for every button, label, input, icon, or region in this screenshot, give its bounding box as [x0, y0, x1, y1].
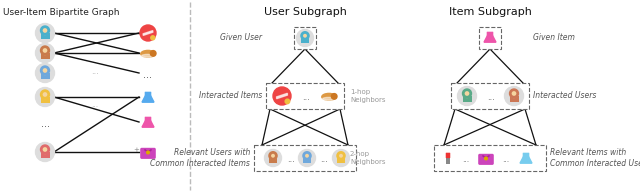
Ellipse shape [141, 54, 154, 57]
Polygon shape [142, 121, 154, 127]
Bar [294, 27, 316, 49]
Text: Relevant Items with
Common Interacted Users: Relevant Items with Common Interacted Us… [550, 148, 640, 168]
Circle shape [35, 64, 54, 83]
Circle shape [147, 151, 149, 154]
FancyBboxPatch shape [303, 158, 311, 163]
Circle shape [301, 33, 308, 39]
Ellipse shape [323, 97, 335, 100]
Text: ...: ... [143, 70, 152, 80]
Text: Relevant Users with
Common Interacted Items: Relevant Users with Common Interacted It… [150, 148, 250, 168]
Bar [266, 83, 344, 109]
Text: ...: ... [502, 155, 509, 164]
Circle shape [484, 157, 487, 160]
Circle shape [332, 94, 337, 99]
FancyBboxPatch shape [445, 153, 451, 158]
Text: +: + [133, 147, 139, 153]
Text: ...: ... [287, 155, 295, 164]
Circle shape [338, 153, 344, 159]
Text: 1-hop
Neighbors: 1-hop Neighbors [350, 89, 385, 103]
Bar [479, 27, 501, 49]
Circle shape [41, 146, 49, 154]
Circle shape [510, 90, 518, 98]
Text: User-Item Bipartite Graph: User-Item Bipartite Graph [3, 8, 120, 17]
Circle shape [35, 142, 54, 161]
FancyBboxPatch shape [509, 96, 518, 102]
Circle shape [151, 36, 155, 40]
Ellipse shape [141, 50, 155, 57]
Text: ...: ... [487, 93, 495, 102]
Text: ···: ··· [91, 70, 99, 79]
Text: Interacted Items: Interacted Items [199, 92, 262, 100]
Polygon shape [520, 157, 532, 163]
FancyBboxPatch shape [486, 32, 493, 37]
Text: Interacted Users: Interacted Users [533, 92, 596, 100]
Circle shape [35, 88, 54, 107]
Circle shape [298, 150, 316, 166]
FancyBboxPatch shape [145, 117, 151, 122]
FancyBboxPatch shape [269, 158, 277, 163]
FancyBboxPatch shape [478, 154, 494, 165]
Circle shape [264, 150, 282, 166]
Circle shape [41, 91, 49, 98]
Circle shape [303, 153, 310, 159]
Circle shape [35, 23, 54, 42]
Circle shape [150, 51, 156, 56]
Bar [451, 83, 529, 109]
Text: Given Item: Given Item [533, 33, 575, 42]
FancyBboxPatch shape [337, 158, 345, 163]
Text: User Subgraph: User Subgraph [264, 7, 346, 17]
FancyBboxPatch shape [463, 96, 472, 102]
FancyBboxPatch shape [40, 98, 49, 103]
Text: Given User: Given User [220, 33, 262, 42]
FancyBboxPatch shape [445, 157, 451, 164]
Circle shape [458, 87, 477, 105]
Circle shape [35, 44, 54, 63]
Bar [434, 145, 546, 171]
Circle shape [333, 150, 349, 166]
Circle shape [296, 30, 314, 46]
Circle shape [285, 99, 290, 104]
FancyBboxPatch shape [40, 152, 49, 158]
Polygon shape [276, 93, 287, 99]
Circle shape [140, 25, 156, 41]
Polygon shape [484, 36, 496, 42]
Circle shape [41, 47, 49, 55]
FancyBboxPatch shape [40, 74, 49, 79]
Text: Item Subgraph: Item Subgraph [449, 7, 531, 17]
Text: ...: ... [320, 155, 328, 164]
Text: ...: ... [40, 119, 49, 129]
Circle shape [41, 67, 49, 74]
Polygon shape [142, 96, 154, 102]
FancyBboxPatch shape [40, 33, 49, 39]
Text: ...: ... [463, 155, 470, 164]
Circle shape [273, 87, 291, 105]
FancyBboxPatch shape [523, 153, 529, 158]
Circle shape [463, 90, 471, 98]
Polygon shape [143, 31, 153, 35]
Text: 2-hop
Neighbors: 2-hop Neighbors [350, 151, 385, 165]
Bar [254, 145, 356, 171]
Text: ···: ··· [92, 103, 99, 113]
Circle shape [504, 87, 524, 105]
FancyBboxPatch shape [145, 92, 151, 97]
Circle shape [269, 153, 276, 159]
FancyBboxPatch shape [140, 148, 156, 159]
FancyBboxPatch shape [301, 38, 309, 43]
FancyBboxPatch shape [40, 53, 49, 59]
Ellipse shape [322, 93, 336, 100]
Circle shape [41, 27, 49, 35]
Text: ...: ... [302, 93, 310, 102]
